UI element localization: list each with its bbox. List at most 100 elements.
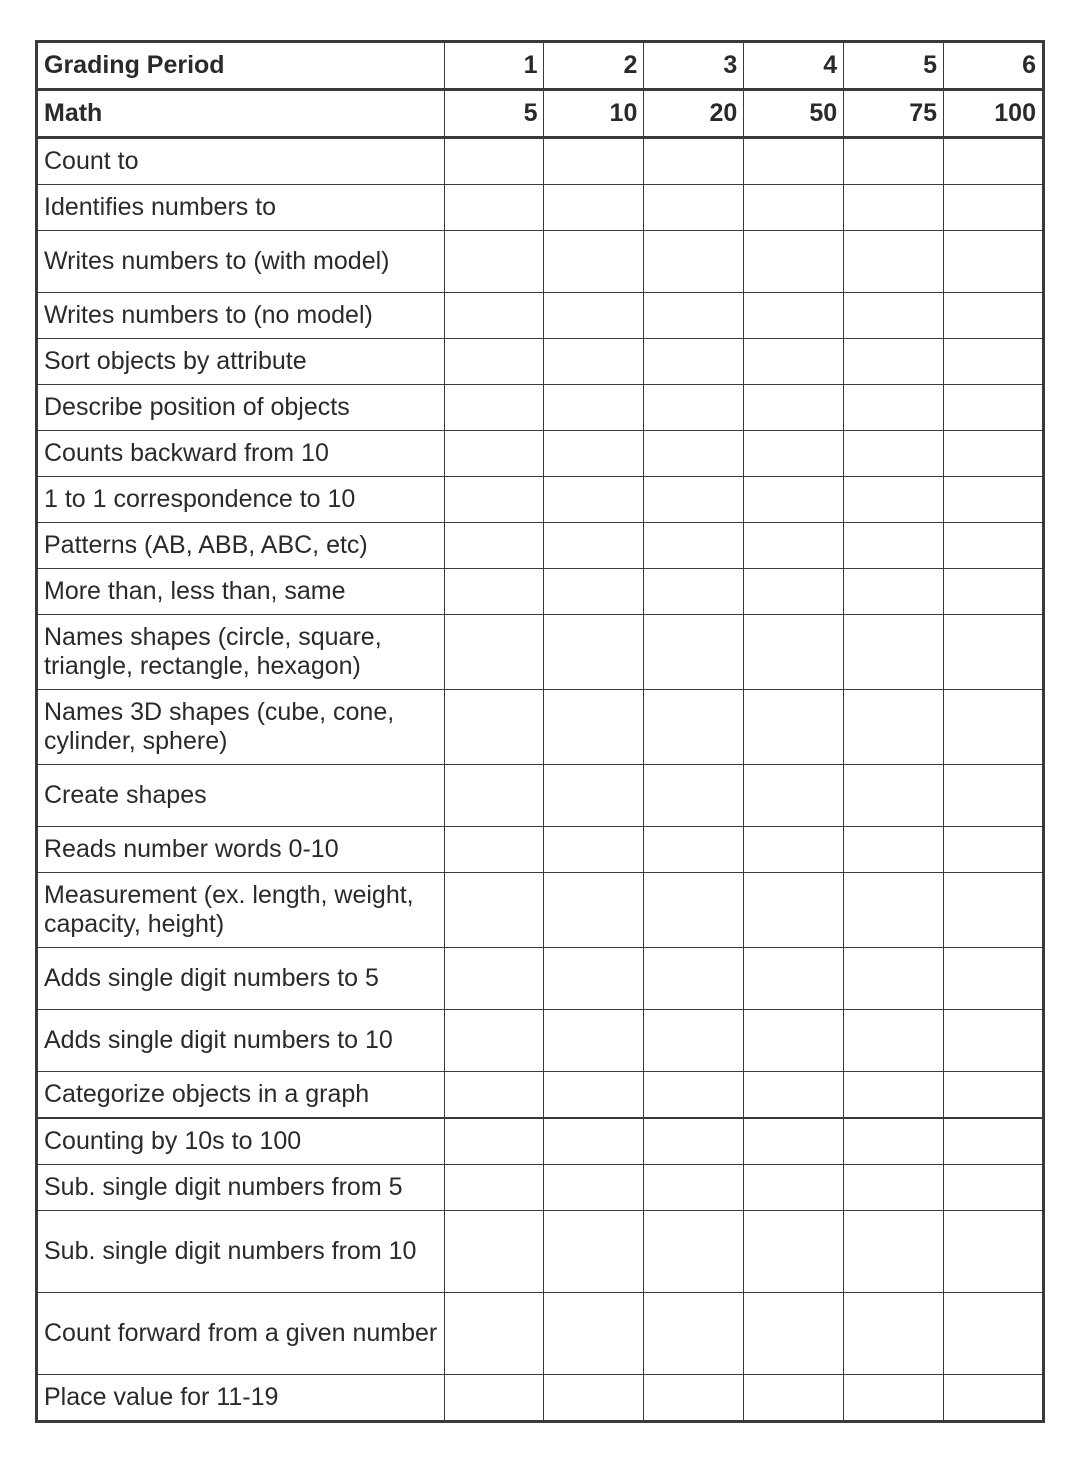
cell bbox=[544, 1293, 644, 1375]
table-row: Count forward from a given number bbox=[37, 1293, 1044, 1375]
header-col-2: 2 bbox=[544, 42, 644, 90]
cell bbox=[544, 690, 644, 765]
cell bbox=[944, 1072, 1044, 1119]
cell bbox=[644, 690, 744, 765]
cell bbox=[544, 765, 644, 827]
table-row: Count to bbox=[37, 138, 1044, 185]
cell bbox=[944, 948, 1044, 1010]
cell bbox=[744, 185, 844, 231]
row-label: Adds single digit numbers to 5 bbox=[37, 948, 445, 1010]
table-row: More than, less than, same bbox=[37, 569, 1044, 615]
row-label: Measurement (ex. length, weight, capacit… bbox=[37, 873, 445, 948]
cell bbox=[744, 138, 844, 185]
cell bbox=[444, 1118, 544, 1165]
table-row: Create shapes bbox=[37, 765, 1044, 827]
cell bbox=[644, 1293, 744, 1375]
cell bbox=[644, 873, 744, 948]
cell bbox=[744, 477, 844, 523]
cell bbox=[544, 1211, 644, 1293]
math-col-6: 100 bbox=[944, 90, 1044, 138]
table-row: Adds single digit numbers to 10 bbox=[37, 1010, 1044, 1072]
row-label: Counting by 10s to 100 bbox=[37, 1118, 445, 1165]
cell bbox=[844, 523, 944, 569]
cell bbox=[744, 1118, 844, 1165]
cell bbox=[544, 138, 644, 185]
row-label: Reads number words 0-10 bbox=[37, 827, 445, 873]
table-row: Categorize objects in a graph bbox=[37, 1072, 1044, 1119]
cell bbox=[744, 385, 844, 431]
header-row-grading-period: Grading Period 1 2 3 4 5 6 bbox=[37, 42, 1044, 90]
cell bbox=[444, 138, 544, 185]
cell bbox=[644, 385, 744, 431]
row-label: Sub. single digit numbers from 10 bbox=[37, 1211, 445, 1293]
row-label: Count forward from a given number bbox=[37, 1293, 445, 1375]
row-label: Names shapes (circle, square, triangle, … bbox=[37, 615, 445, 690]
cell bbox=[744, 1072, 844, 1119]
math-col-5: 75 bbox=[844, 90, 944, 138]
table-row: Identifies numbers to bbox=[37, 185, 1044, 231]
cell bbox=[644, 1375, 744, 1422]
cell bbox=[744, 948, 844, 1010]
cell bbox=[644, 569, 744, 615]
header-row-math: Math 5 10 20 50 75 100 bbox=[37, 90, 1044, 138]
cell bbox=[544, 523, 644, 569]
row-label: Create shapes bbox=[37, 765, 445, 827]
row-label: 1 to 1 correspondence to 10 bbox=[37, 477, 445, 523]
cell bbox=[444, 231, 544, 293]
cell bbox=[944, 1211, 1044, 1293]
cell bbox=[944, 185, 1044, 231]
cell bbox=[844, 827, 944, 873]
cell bbox=[644, 138, 744, 185]
cell bbox=[944, 339, 1044, 385]
cell bbox=[844, 1165, 944, 1211]
cell bbox=[444, 827, 544, 873]
row-label: Writes numbers to (no model) bbox=[37, 293, 445, 339]
cell bbox=[644, 1165, 744, 1211]
header-col-1: 1 bbox=[444, 42, 544, 90]
cell bbox=[944, 1293, 1044, 1375]
cell bbox=[644, 185, 744, 231]
cell bbox=[544, 385, 644, 431]
cell bbox=[744, 873, 844, 948]
cell bbox=[944, 827, 1044, 873]
row-label: Names 3D shapes (cube, cone, cylinder, s… bbox=[37, 690, 445, 765]
cell bbox=[444, 615, 544, 690]
math-col-3: 20 bbox=[644, 90, 744, 138]
cell bbox=[444, 569, 544, 615]
table-row: Describe position of objects bbox=[37, 385, 1044, 431]
cell bbox=[744, 827, 844, 873]
cell bbox=[944, 477, 1044, 523]
math-col-4: 50 bbox=[744, 90, 844, 138]
math-label: Math bbox=[37, 90, 445, 138]
cell bbox=[444, 339, 544, 385]
cell bbox=[944, 873, 1044, 948]
cell bbox=[944, 231, 1044, 293]
cell bbox=[744, 1375, 844, 1422]
table-row: Patterns (AB, ABB, ABC, etc) bbox=[37, 523, 1044, 569]
table-row: Counts backward from 10 bbox=[37, 431, 1044, 477]
cell bbox=[844, 1010, 944, 1072]
cell bbox=[444, 765, 544, 827]
cell bbox=[444, 431, 544, 477]
cell bbox=[644, 1010, 744, 1072]
row-label: Counts backward from 10 bbox=[37, 431, 445, 477]
row-label: Adds single digit numbers to 10 bbox=[37, 1010, 445, 1072]
row-label: Patterns (AB, ABB, ABC, etc) bbox=[37, 523, 445, 569]
cell bbox=[544, 293, 644, 339]
row-label: Sort objects by attribute bbox=[37, 339, 445, 385]
cell bbox=[644, 1072, 744, 1119]
cell bbox=[644, 523, 744, 569]
cell bbox=[644, 827, 744, 873]
cell bbox=[744, 615, 844, 690]
cell bbox=[544, 431, 644, 477]
cell bbox=[644, 948, 744, 1010]
cell bbox=[444, 873, 544, 948]
cell bbox=[444, 1293, 544, 1375]
cell bbox=[644, 431, 744, 477]
cell bbox=[644, 339, 744, 385]
table-row: Reads number words 0-10 bbox=[37, 827, 1044, 873]
row-label: Place value for 11-19 bbox=[37, 1375, 445, 1422]
cell bbox=[844, 765, 944, 827]
cell bbox=[744, 339, 844, 385]
cell bbox=[544, 1010, 644, 1072]
